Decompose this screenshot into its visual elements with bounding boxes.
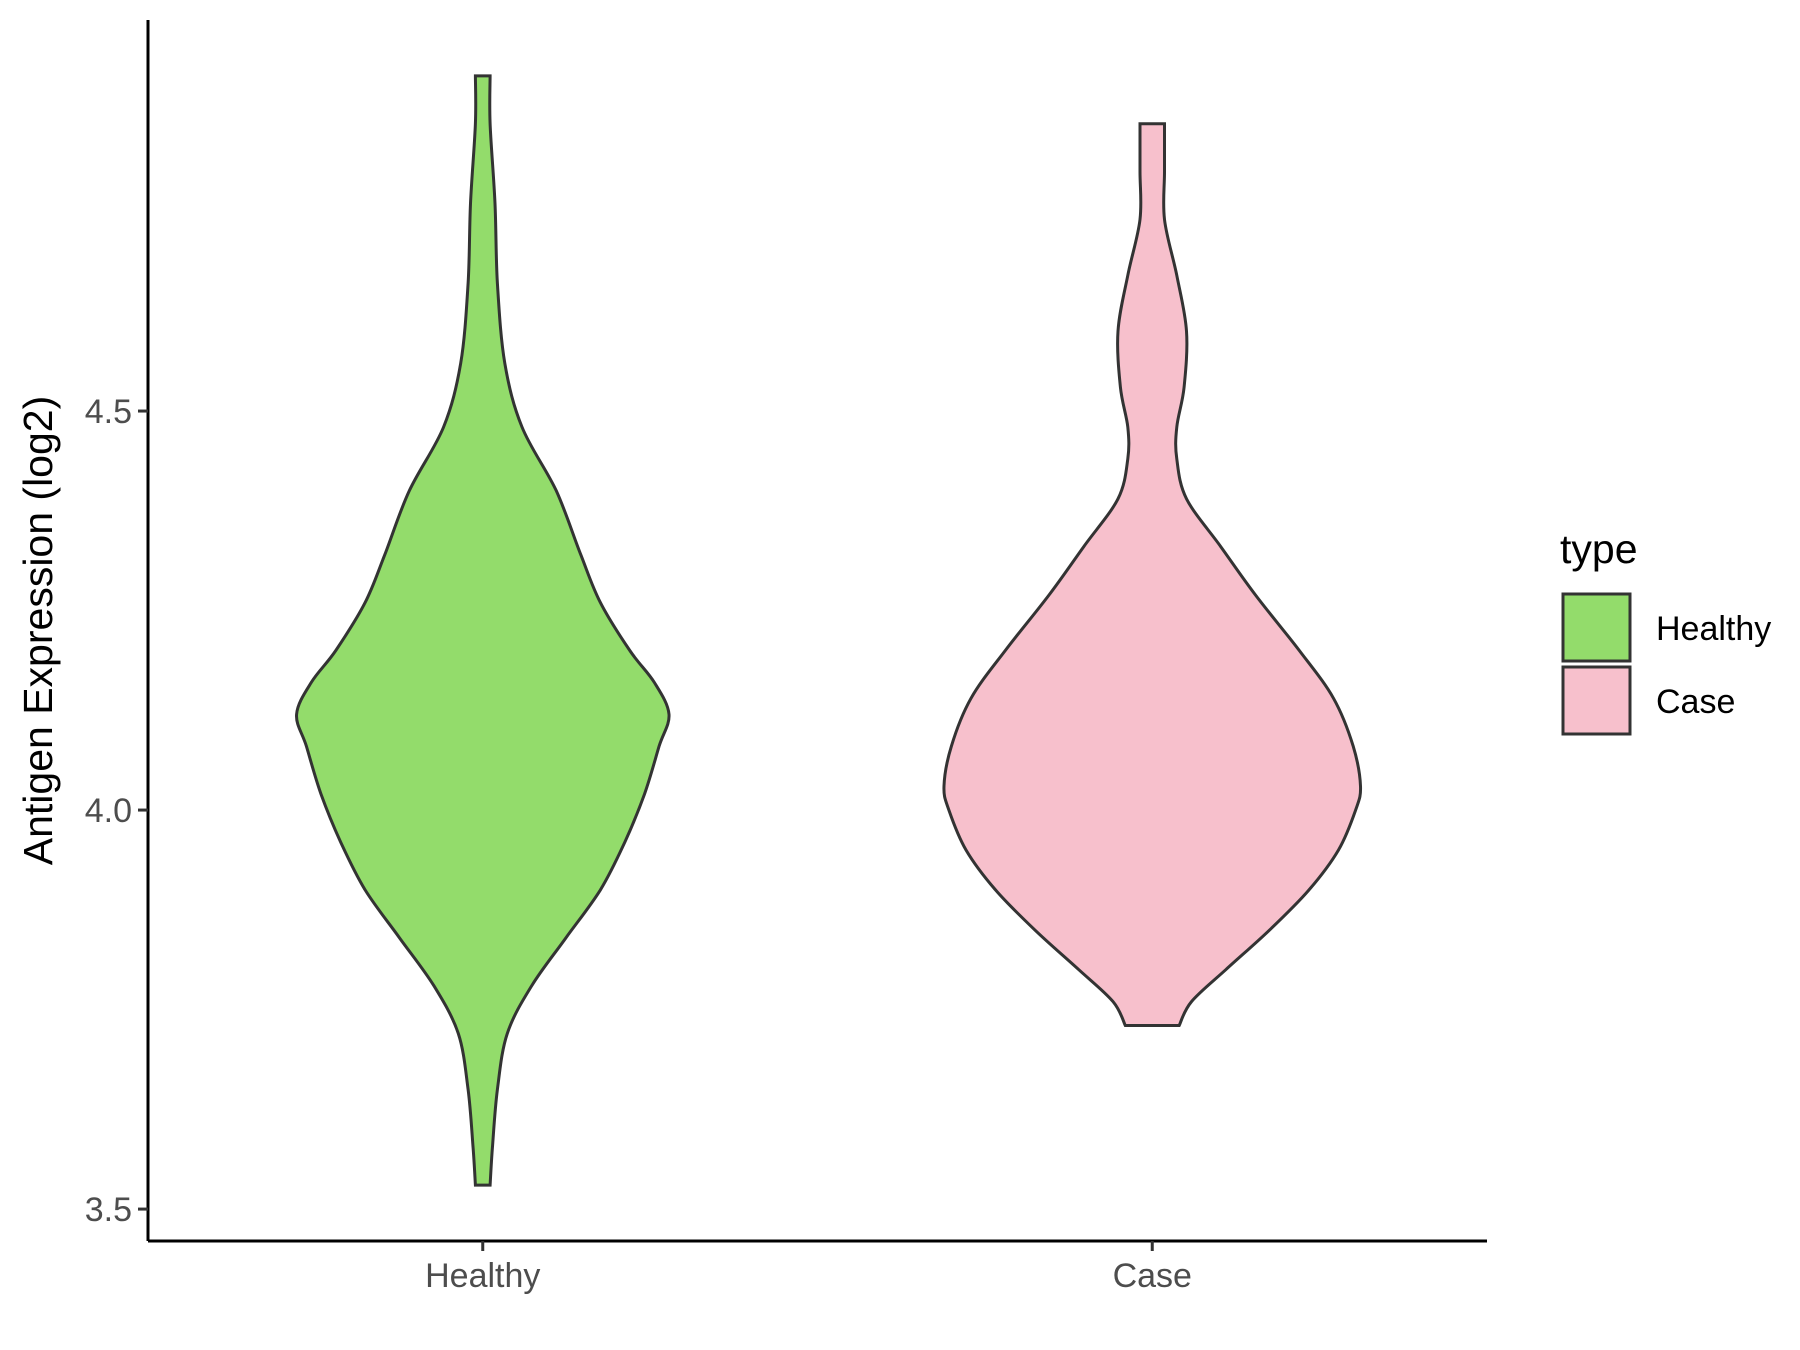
x-tick-label: Healthy [425,1257,540,1295]
y-tick-label: 4.0 [85,792,132,830]
violin-healthy [295,74,671,1187]
legend-entries: Healthy Case [1561,592,1771,736]
violin-layer [295,74,1363,1187]
x-axis-ticks: Healthy Case [425,1241,1192,1295]
legend-key-case [1561,665,1632,736]
y-tick-label: 3.5 [85,1191,132,1229]
legend-key-healthy [1561,592,1632,663]
legend-title: type [1560,526,1638,572]
y-axis-ticks: 3.5 4.0 4.5 [85,393,148,1229]
legend: type Healthy Case [1560,526,1771,736]
legend-label-healthy: Healthy [1656,610,1771,648]
axes [146,20,1487,1243]
y-axis-title: Antigen Expression (log2) [15,396,61,865]
legend-label-case: Case [1656,683,1735,721]
y-tick-label: 4.5 [85,393,132,431]
violin-case [942,122,1363,1027]
x-tick-label: Case [1113,1257,1192,1295]
